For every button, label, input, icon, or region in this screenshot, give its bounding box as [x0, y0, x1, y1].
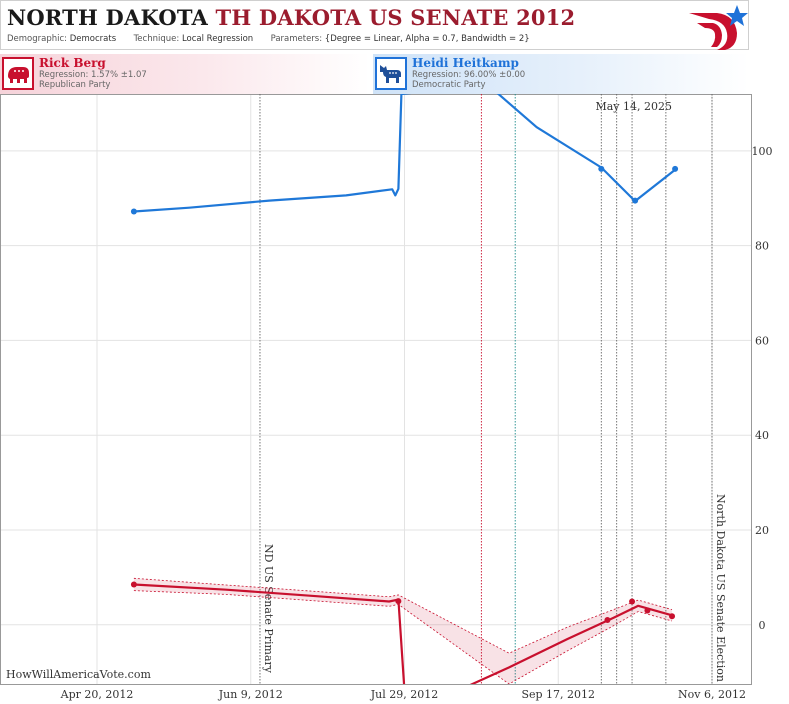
rep-poll-point: [669, 613, 676, 620]
republican-candidate-panel: Rick Berg Regression: 1.57% ±1.07 Republ…: [0, 54, 370, 94]
demographic-label: Demographic:: [7, 34, 68, 44]
date-stamp: May 14, 2025: [595, 100, 672, 113]
page-title: NORTH DAKOTA TH DAKOTA US SENATE 2012: [7, 5, 575, 30]
y-tick-label: 100: [752, 145, 773, 158]
title-state: NORTH DAKOTA: [7, 5, 209, 30]
rep-regression-line: [133, 583, 673, 684]
header-bar: NORTH DAKOTA TH DAKOTA US SENATE 2012 De…: [0, 0, 749, 50]
plot-frame: [0, 94, 752, 685]
parameters-line: Demographic: Democrats Technique: Local …: [7, 34, 530, 44]
watermark: HowWillAmericaVote.com: [6, 668, 151, 681]
technique-value: Local Regression: [181, 34, 254, 44]
technique-label: Technique:: [133, 34, 180, 44]
rep-poll-point: [395, 598, 402, 605]
democratic-candidate-name: Heidi Heitkamp: [412, 56, 519, 70]
regression-chart: Apr 20, 2012 Jun 9, 2012 Jul 29, 2012 Sep 1…: [0, 94, 773, 701]
x-tick-label: Apr 20, 2012: [60, 688, 134, 701]
rep-band-lower: [133, 590, 673, 684]
y-tick-label: 60: [755, 334, 769, 347]
primary-event-label: ND US Senate Primary: [262, 544, 275, 674]
dem-poll-point: [672, 165, 679, 172]
election-event-label: North Dakota US Senate Election: [714, 494, 727, 682]
x-tick-label: Jun 9, 2012: [218, 688, 283, 701]
x-tick-label: Jul 29, 2012: [370, 688, 439, 701]
donkey-icon: [375, 57, 407, 90]
republican-party-label: Republican Party: [39, 80, 111, 90]
dem-poll-point: [632, 197, 639, 204]
republican-regression: Regression: 1.57% ±1.07: [39, 70, 147, 80]
y-tick-label: 0: [759, 619, 766, 632]
rep-confidence-band: [133, 578, 672, 684]
democratic-regression: Regression: 96.00% ±0.00: [412, 70, 526, 80]
x-tick-label: Nov 6, 2012: [678, 688, 746, 701]
title-race: TH DAKOTA US SENATE 2012: [215, 5, 576, 30]
rep-poll-point: [629, 598, 636, 605]
y-tick-label: 80: [755, 240, 769, 253]
rep-poll-point: [604, 617, 611, 624]
y-tick-label: 40: [755, 429, 769, 442]
rep-band-upper: [133, 577, 673, 654]
demographic-value: Democrats: [69, 34, 117, 44]
parameters-value: {Degree = Linear, Alpha = 0.7, Bandwidth…: [324, 34, 530, 44]
parameters-label: Parameters:: [270, 34, 323, 44]
series-group: [130, 94, 679, 684]
democratic-candidate-panel: Heidi Heitkamp Regression: 96.00% ±0.00 …: [373, 54, 749, 94]
democratic-party-label: Democratic Party: [412, 80, 486, 90]
elephant-icon: [2, 57, 34, 90]
dem-poll-point: [130, 208, 137, 215]
star-logo-icon: [689, 5, 748, 50]
rep-poll-point: [130, 581, 137, 588]
y-tick-label: 20: [755, 524, 769, 537]
rep-poll-point: [644, 607, 651, 614]
x-tick-label: Sep 17, 2012: [521, 688, 595, 701]
republican-candidate-name: Rick Berg: [39, 56, 106, 70]
dem-poll-point: [598, 165, 605, 172]
